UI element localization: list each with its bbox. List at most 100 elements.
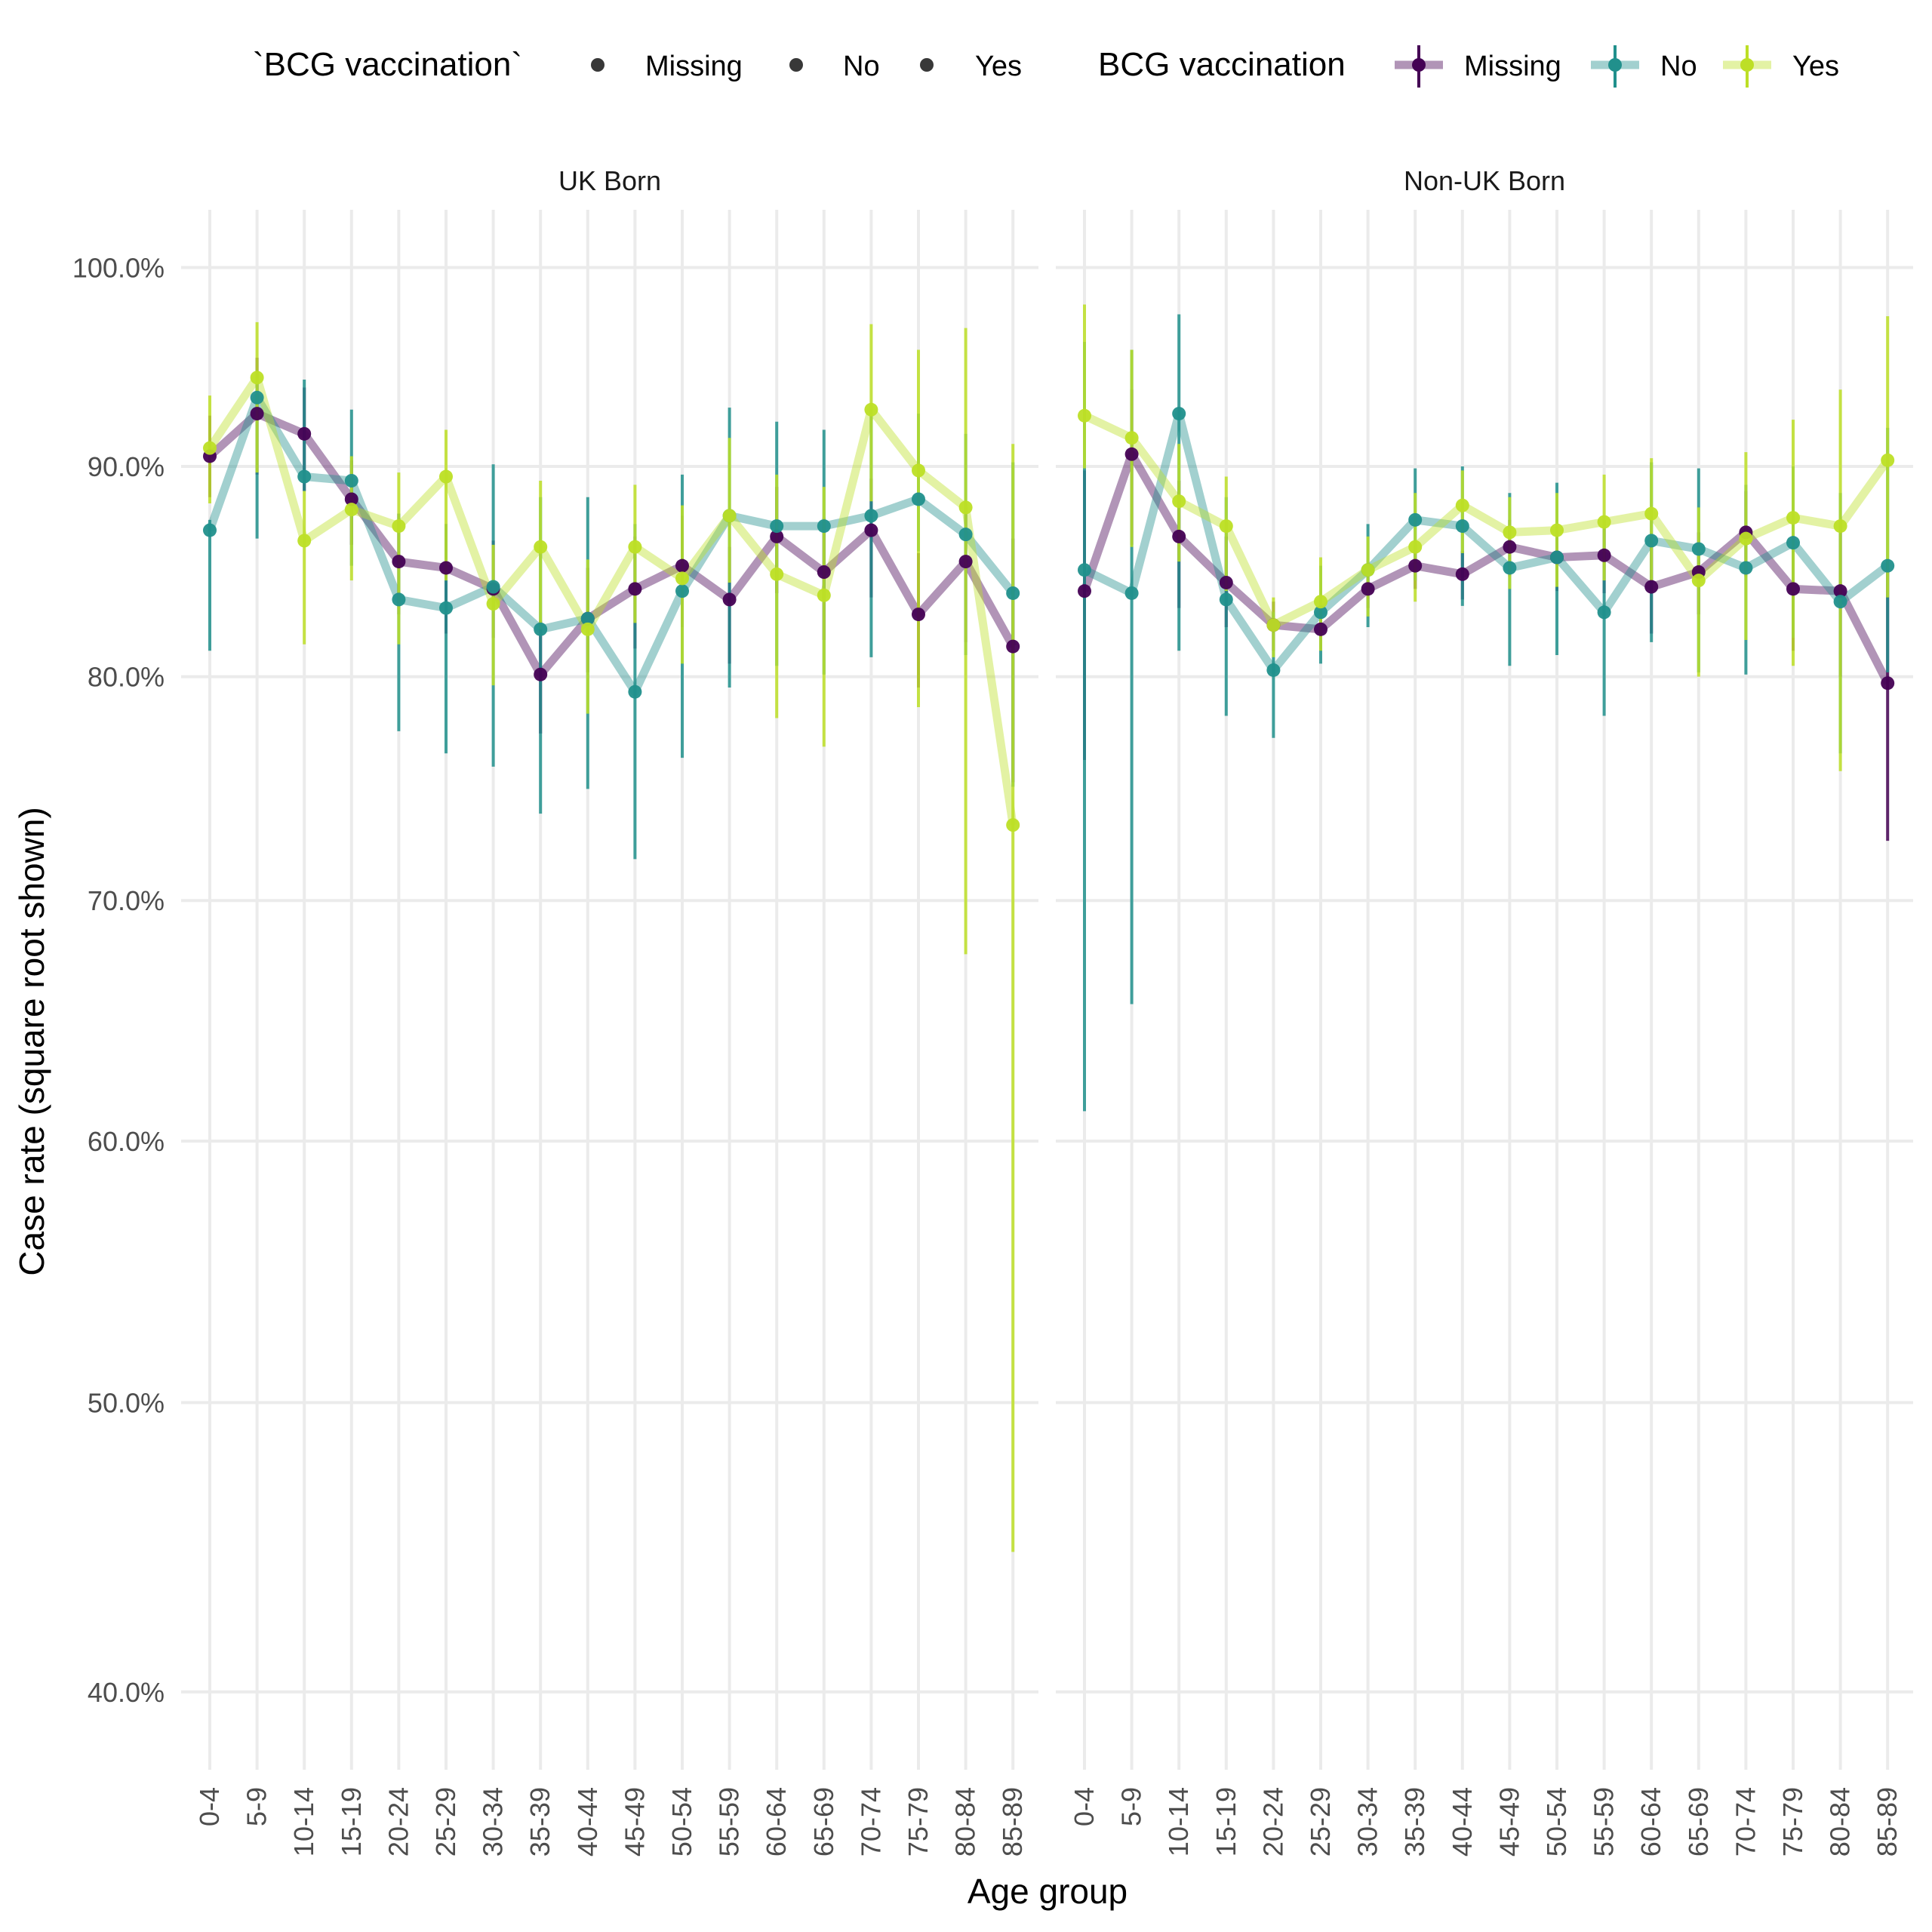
- data-point-no: [250, 390, 264, 405]
- data-point-yes: [203, 441, 217, 455]
- legend-line-keys: Missing No Yes: [1395, 45, 1839, 88]
- data-point-no: [1408, 512, 1423, 527]
- data-point-missing: [958, 555, 973, 569]
- y-tick-label: 70.0%: [88, 885, 165, 916]
- data-point-no: [1172, 407, 1186, 421]
- data-point-yes: [1881, 453, 1895, 467]
- data-point-yes: [958, 500, 973, 515]
- series-line-yes: [206, 373, 1017, 826]
- data-point-no: [1550, 550, 1564, 565]
- x-tick-label: 10-14: [1163, 1787, 1194, 1857]
- x-tick-label: 85-89: [1872, 1787, 1903, 1857]
- data-point-yes: [1219, 519, 1233, 534]
- y-axis: 40.0% 50.0% 60.0% 70.0% 80.0% 90.0% 100.0%: [72, 252, 165, 1707]
- x-tick-label: 85-89: [997, 1787, 1028, 1857]
- data-point-missing: [392, 555, 406, 569]
- y-tick-label: 60.0%: [88, 1126, 165, 1157]
- x-tick-label: 10-14: [288, 1787, 319, 1857]
- x-tick-label: 20-24: [1257, 1787, 1288, 1857]
- data-point-yes: [1314, 595, 1327, 609]
- data-point-no: [1881, 558, 1895, 573]
- legend-line-label: Yes: [1792, 51, 1839, 82]
- data-point-yes: [1408, 540, 1423, 554]
- x-tick-label: 50-54: [666, 1787, 697, 1857]
- data-point-no: [439, 601, 453, 615]
- data-point-yes: [1266, 618, 1281, 632]
- gridlines: [1056, 210, 1913, 1770]
- data-point-no: [770, 519, 784, 534]
- legend-line-title: BCG vaccination: [1098, 46, 1346, 83]
- legend-point-label: No: [843, 51, 880, 82]
- data-point-no: [1078, 563, 1091, 577]
- data-point-missing: [250, 407, 264, 421]
- data-point-no: [1006, 586, 1020, 600]
- series-line-no: [1082, 409, 1890, 675]
- data-point-yes: [580, 622, 595, 636]
- legend-point-label: Missing: [645, 51, 743, 82]
- data-point-missing: [297, 426, 312, 441]
- x-tick-label: 15-19: [1211, 1787, 1241, 1857]
- data-point-missing: [1361, 582, 1375, 596]
- x-tick-label: 65-69: [808, 1787, 839, 1857]
- panel-title: Non-UK Born: [1404, 165, 1565, 196]
- x-tick-label: 5-9: [242, 1787, 272, 1826]
- series-line-no: [205, 393, 1017, 697]
- x-tick-label: 60-64: [761, 1787, 792, 1857]
- data-point-missing: [1786, 582, 1800, 596]
- data-point-yes: [1833, 519, 1847, 534]
- data-point-yes: [864, 402, 878, 417]
- data-point-no: [817, 519, 831, 534]
- x-tick-label: 65-69: [1683, 1787, 1714, 1857]
- data-point-yes: [1361, 563, 1375, 577]
- data-point-no: [1314, 605, 1327, 620]
- data-point-no: [297, 469, 312, 484]
- data-point-yes: [770, 567, 784, 581]
- data-point-no: [675, 584, 689, 598]
- x-tick-label: 15-19: [336, 1787, 367, 1857]
- x-tick-label: 0-4: [1069, 1787, 1100, 1826]
- x-tick-label: 45-49: [619, 1787, 650, 1857]
- data-point-no: [912, 492, 925, 506]
- x-tick-label: 25-29: [430, 1787, 461, 1857]
- legend-point-key-no: [789, 58, 803, 72]
- x-tick-label: 40-44: [572, 1787, 603, 1857]
- x-tick-label: 80-84: [950, 1787, 981, 1857]
- x-tick-label: 55-59: [1589, 1787, 1620, 1857]
- x-tick-label: 70-74: [1730, 1787, 1761, 1857]
- x-tick-label: 30-34: [478, 1787, 509, 1857]
- data-point-yes: [439, 469, 453, 484]
- data-point-no: [958, 528, 973, 542]
- data-point-no: [486, 580, 500, 594]
- data-point-missing: [439, 561, 453, 575]
- legend-point-keys: Missing No Yes: [591, 51, 1022, 82]
- data-point-missing: [628, 582, 642, 596]
- x-tick-label: 25-29: [1305, 1787, 1336, 1857]
- data-point-no: [1739, 561, 1753, 575]
- data-point-yes: [1644, 506, 1659, 521]
- legend-dot-key-yes: [1740, 58, 1754, 72]
- data-point-yes: [1124, 431, 1139, 445]
- x-tick-label: 50-54: [1541, 1787, 1572, 1857]
- x-tick-label: 5-9: [1116, 1787, 1147, 1826]
- data-point-yes: [1078, 408, 1091, 423]
- data-point-missing: [1881, 676, 1895, 691]
- x-tick-label: 35-39: [1399, 1787, 1430, 1857]
- data-point-yes: [1550, 523, 1564, 537]
- data-point-yes: [912, 463, 925, 478]
- data-point-no: [580, 611, 595, 626]
- data-point-missing: [864, 523, 878, 537]
- data-point-yes: [1739, 531, 1753, 546]
- data-point-missing: [1314, 622, 1327, 636]
- x-tick-label: 80-84: [1825, 1787, 1856, 1857]
- legend-point-key-yes: [920, 58, 934, 72]
- series-line-missing: [1080, 450, 1892, 685]
- data-point-yes: [817, 588, 831, 602]
- y-tick-label: 80.0%: [88, 662, 165, 693]
- data-point-yes: [1006, 818, 1020, 832]
- data-point-yes: [675, 571, 689, 586]
- panel-uk-born: UK Born 0-4 5-9 10-14 15-19 20-24 25-29 30-34 3…: [181, 165, 1038, 1857]
- y-tick-label: 90.0%: [88, 451, 165, 482]
- x-tick-label: 20-24: [383, 1787, 414, 1857]
- x-tick-label: 40-44: [1447, 1787, 1478, 1857]
